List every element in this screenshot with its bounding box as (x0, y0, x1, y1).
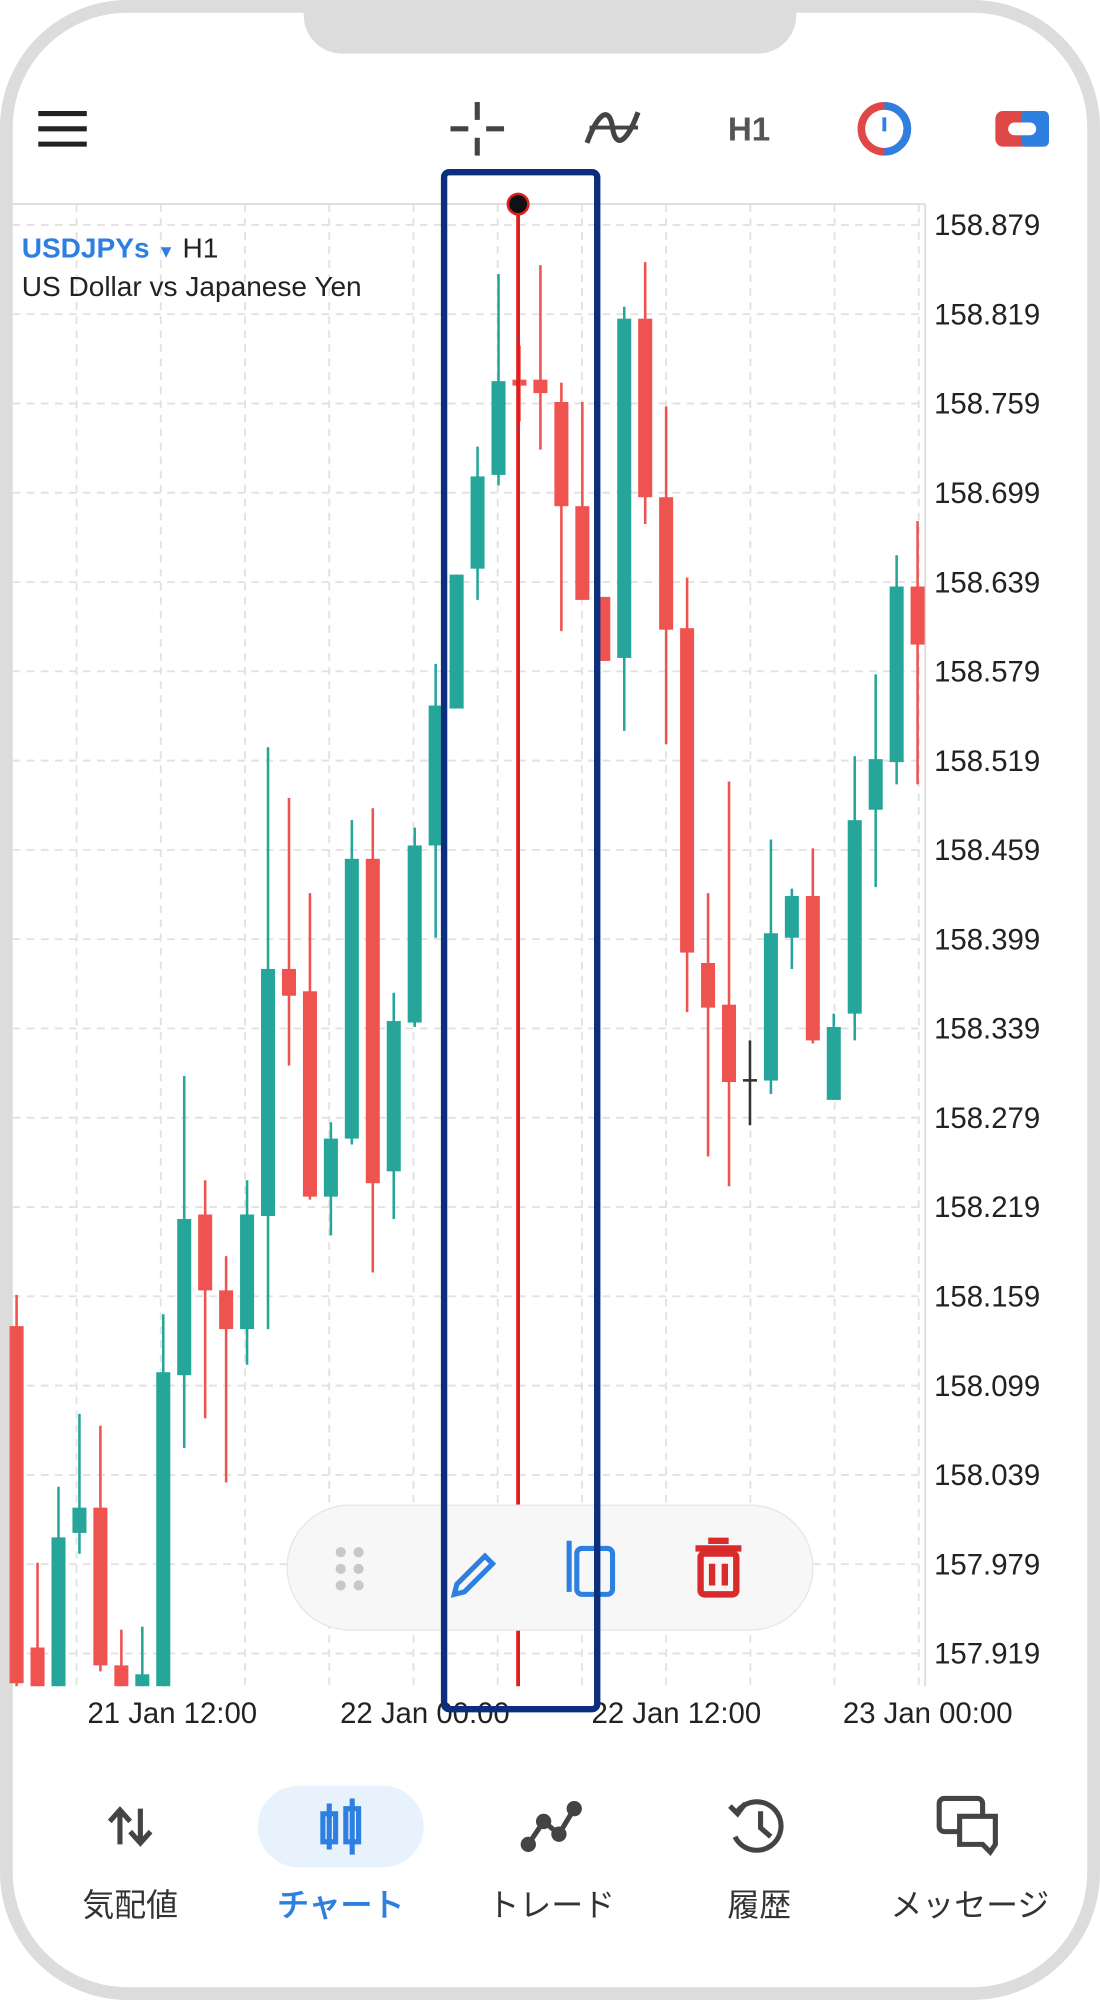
candle-body (386, 1021, 401, 1172)
trading-button[interactable] (857, 102, 912, 156)
nav-label[interactable]: トレード (488, 1887, 616, 1923)
candle-body (701, 963, 716, 1008)
candle-body (323, 1138, 338, 1197)
nav-label[interactable]: 履歴 (727, 1887, 791, 1923)
notch (303, 0, 797, 54)
candle-body (240, 1214, 255, 1330)
candle-body (344, 858, 359, 1139)
symbol-header: USDJPYs ▼ H1 (22, 233, 219, 264)
y-tick-label: 158.399 (934, 923, 1040, 956)
nav-label[interactable]: 気配値 (82, 1887, 178, 1923)
x-tick-label: 22 Jan 12:00 (592, 1697, 762, 1730)
candle-body (72, 1507, 87, 1533)
account-button[interactable] (995, 110, 1049, 147)
y-tick-label: 157.979 (934, 1548, 1040, 1581)
candle-body (449, 574, 464, 709)
edit-button[interactable] (450, 1552, 497, 1598)
candle-body (805, 896, 820, 1041)
candle-body (281, 968, 297, 996)
candle-body (554, 401, 569, 507)
messages-icon[interactable] (936, 1795, 998, 1857)
bottom-nav: 気配値 チャート トレード 履歴 メッセージ (82, 1887, 1049, 1923)
candle-body (93, 1507, 108, 1666)
candle-body (533, 379, 548, 394)
object-toolbar (286, 1504, 814, 1631)
menu-button[interactable] (38, 110, 87, 147)
candle-body (30, 1647, 45, 1687)
candle-body (407, 845, 422, 1023)
x-tick-label: 21 Jan 12:00 (87, 1697, 257, 1730)
active-tab-pill (257, 1785, 424, 1868)
y-tick-label: 158.879 (934, 209, 1040, 242)
candle-body (680, 628, 695, 953)
x-tick-label: 23 Jan 00:00 (843, 1697, 1013, 1730)
candle-body (156, 1372, 171, 1687)
y-tick-label: 158.459 (934, 834, 1040, 867)
line-anchor[interactable] (506, 192, 530, 216)
candle-body (470, 476, 485, 569)
candle-body (721, 1004, 737, 1083)
y-tick-label: 157.919 (934, 1638, 1040, 1671)
indicator-button[interactable] (584, 111, 641, 144)
candle-body (428, 705, 443, 846)
candle-body (51, 1537, 66, 1687)
y-tick-label: 158.639 (934, 566, 1040, 599)
drag-handle[interactable] (335, 1547, 364, 1591)
delete-button[interactable] (695, 1537, 742, 1598)
candle-body (261, 968, 276, 1216)
symbol[interactable]: USDJPYs (22, 233, 150, 264)
candle-body (847, 820, 862, 1014)
history-icon[interactable] (728, 1799, 784, 1853)
trade-icon[interactable] (520, 1801, 582, 1853)
y-tick-label: 158.339 (934, 1013, 1040, 1046)
symbol-description: US Dollar vs Japanese Yen (22, 271, 362, 302)
candle-body (742, 1079, 757, 1082)
candle-body (219, 1290, 234, 1330)
y-tick-label: 158.099 (934, 1370, 1040, 1403)
candle-body (659, 497, 674, 630)
nav-label[interactable]: メッセージ (890, 1887, 1049, 1923)
candle-body (910, 586, 925, 645)
timeframe-button[interactable]: H1 (728, 111, 770, 148)
crosshair-button[interactable] (450, 102, 505, 156)
nav-label[interactable]: チャート (277, 1887, 404, 1923)
candle-body (9, 1326, 24, 1684)
candle-body (177, 1218, 192, 1376)
candle-body (302, 991, 317, 1197)
y-tick-label: 158.819 (934, 298, 1040, 331)
y-tick-label: 158.219 (934, 1191, 1040, 1224)
candle-body (114, 1665, 129, 1687)
candle-body (617, 318, 632, 658)
chart-icon[interactable] (320, 1798, 362, 1855)
y-tick-label: 158.759 (934, 388, 1040, 421)
candle-body (784, 896, 799, 938)
chart-timeframe: H1 (183, 233, 219, 264)
highlight-box (440, 169, 601, 1713)
candle-body (135, 1674, 150, 1687)
candle-body (198, 1214, 213, 1291)
candle-body (826, 1026, 841, 1100)
y-tick-label: 158.519 (934, 745, 1040, 778)
candle-body (638, 318, 653, 498)
y-tick-label: 158.699 (934, 477, 1040, 510)
candle-body (763, 933, 778, 1081)
candle-body (365, 858, 380, 1184)
candle-body (491, 381, 506, 475)
candle-body (868, 759, 883, 810)
y-tick-label: 158.279 (934, 1102, 1040, 1135)
quotes-icon[interactable] (107, 1806, 153, 1847)
candle-body (889, 586, 904, 763)
y-tick-label: 158.579 (934, 656, 1040, 689)
y-tick-label: 158.039 (934, 1459, 1040, 1492)
x-tick-label: 22 Jan 00:00 (340, 1697, 510, 1730)
y-tick-label: 158.159 (934, 1281, 1040, 1314)
candle-body (575, 506, 590, 600)
